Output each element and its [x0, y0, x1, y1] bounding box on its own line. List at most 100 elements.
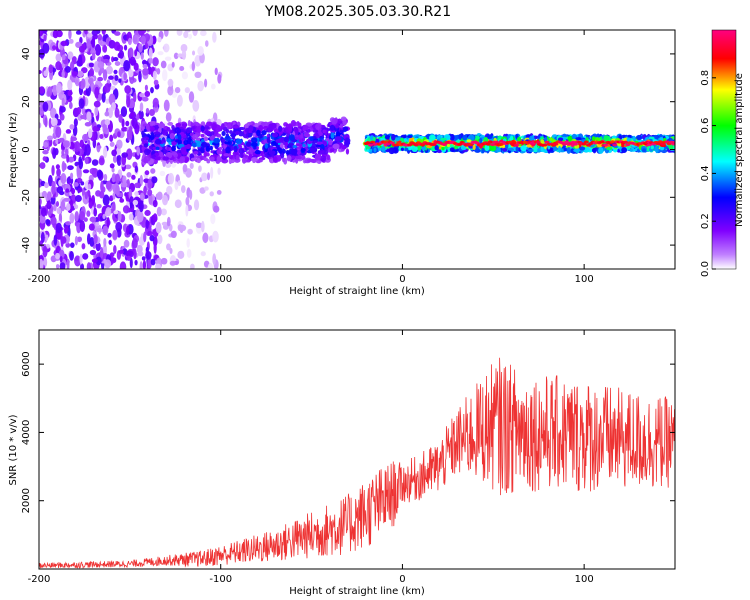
spectral-cell: [95, 241, 101, 252]
spectrogram-y-tick-label: -40: [21, 237, 32, 253]
spectrogram-x-tick-label: 0: [399, 274, 405, 285]
spectral-cell: [89, 67, 95, 78]
spectral-cell: [139, 93, 145, 98]
snr-x-tick-label: -100: [209, 574, 232, 585]
spectral-cell: [114, 107, 120, 118]
spectral-cell: [242, 132, 249, 139]
spectral-cell: [162, 69, 168, 82]
spectral-cell: [142, 259, 147, 269]
colorbar-label: Normalized spectral amplitude: [734, 73, 745, 227]
spectral-cell: [290, 120, 297, 127]
spectral-cell: [155, 222, 162, 234]
spectral-cell: [67, 51, 74, 60]
spectral-cell: [139, 261, 143, 269]
spectral-cell: [98, 157, 105, 166]
snr-series-line: [39, 357, 675, 569]
spectral-cell: [251, 157, 258, 162]
snr-x-tick-label: 0: [399, 574, 405, 585]
spectral-cell: [41, 190, 48, 199]
spectral-cell: [153, 133, 161, 138]
spectral-cell: [302, 143, 306, 148]
spectral-cell: [144, 170, 150, 176]
spectral-cell: [182, 164, 188, 173]
spectral-cell: [564, 140, 570, 144]
spectral-cell: [203, 157, 208, 162]
spectral-cell: [339, 129, 345, 133]
spectral-cell: [235, 130, 241, 135]
spectral-cell: [603, 143, 609, 147]
spectral-cell: [86, 262, 91, 269]
spectral-cell: [258, 124, 264, 131]
spectral-cell: [266, 136, 271, 144]
spectral-cell: [164, 56, 172, 61]
spectral-cell: [191, 126, 196, 130]
spectral-cell: [507, 147, 515, 151]
spectral-cell: [239, 152, 244, 159]
spectral-cell: [295, 157, 299, 164]
spectral-cell: [93, 207, 98, 217]
spectral-cell: [203, 136, 209, 142]
spectral-cell: [76, 236, 83, 243]
spectral-cell: [102, 243, 107, 256]
spectral-cell: [48, 118, 52, 129]
spectral-cell: [184, 87, 190, 94]
spectral-cell: [39, 162, 46, 170]
spectral-cell: [192, 99, 200, 112]
spectral-cell: [82, 169, 90, 174]
spectral-cell: [55, 138, 59, 145]
snr-panel: -200 -100 0 100 2000 4000 6000 Height of stra…: [8, 329, 676, 597]
spectral-cell: [145, 251, 152, 260]
spectral-cell: [271, 141, 277, 145]
spectral-cell: [110, 85, 116, 90]
spectral-cell: [149, 234, 155, 242]
spectral-cell: [48, 174, 53, 187]
spectral-cell: [203, 186, 209, 191]
spectral-cell: [286, 155, 292, 162]
spectral-cell: [46, 200, 52, 210]
spectral-cell: [109, 195, 114, 202]
spectral-cell: [43, 141, 49, 148]
spectral-cell: [150, 131, 155, 137]
spectral-cell: [96, 145, 102, 150]
spectral-cell: [106, 65, 113, 75]
spectral-cell: [367, 143, 373, 147]
spectral-cell: [121, 152, 129, 158]
spectral-cell: [158, 123, 165, 129]
spectral-cell: [77, 113, 83, 121]
spectral-cell: [76, 70, 84, 78]
spectral-cell: [153, 79, 159, 86]
spectral-cell: [314, 153, 321, 161]
spectral-cell: [84, 122, 92, 127]
spectral-cell: [233, 145, 238, 153]
spectral-cell: [245, 141, 252, 147]
spectral-cell: [112, 155, 118, 163]
spectral-cell: [296, 149, 301, 155]
spectral-cell: [133, 248, 137, 260]
spectral-cell: [109, 134, 114, 142]
spectral-cell: [152, 213, 158, 223]
spectral-cell: [298, 155, 302, 160]
spectral-cell: [171, 141, 177, 146]
spectral-cell: [191, 61, 196, 72]
spectral-cell: [105, 98, 110, 104]
spectral-cell: [136, 146, 141, 156]
spectral-cell: [90, 49, 97, 55]
spectral-cell: [39, 198, 42, 206]
spectral-cell: [152, 57, 159, 67]
spectral-cell: [271, 132, 279, 138]
spectral-cell: [55, 264, 60, 269]
spectral-cell: [55, 200, 60, 207]
spectral-cell: [118, 249, 125, 254]
spectral-cell: [260, 121, 266, 126]
spectral-cell: [101, 92, 106, 103]
spectral-cell: [153, 241, 157, 254]
spectral-cell: [197, 46, 204, 56]
spectral-cell: [629, 148, 634, 152]
spectral-cell: [88, 62, 95, 68]
spectral-cell: [204, 78, 208, 88]
spectral-cell: [127, 37, 132, 46]
spectral-cell: [55, 164, 60, 170]
spectral-cell: [176, 128, 182, 134]
spectral-cell: [606, 146, 613, 151]
spectrogram-x-tick-label: 100: [575, 274, 594, 285]
